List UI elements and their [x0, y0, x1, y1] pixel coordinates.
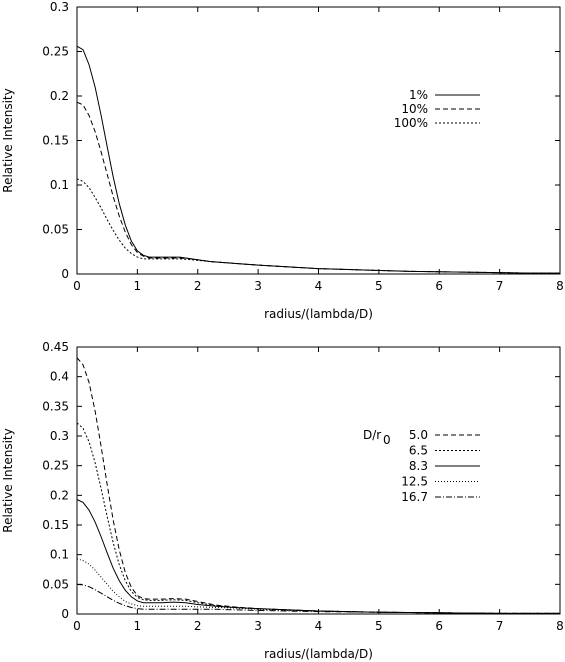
- series-line-1%: [76, 45, 560, 274]
- legend: 1%10%100%: [394, 88, 480, 130]
- x-tick-label: 1: [134, 279, 142, 293]
- y-tick-label: 0: [61, 267, 69, 281]
- series-line-8.3: [76, 499, 560, 614]
- x-tick-label: 4: [315, 619, 323, 633]
- x-tick-label: 5: [375, 279, 383, 293]
- legend-label: 5.0: [409, 428, 428, 442]
- x-tick-label: 3: [254, 619, 262, 633]
- series-line-6.5: [76, 422, 560, 614]
- x-tick-label: 3: [254, 279, 262, 293]
- y-axis-label: Relative Intensity: [1, 428, 15, 532]
- series-line-10%: [76, 101, 560, 274]
- y-axis-label: Relative Intensity: [1, 88, 15, 192]
- x-tick-label: 4: [315, 279, 323, 293]
- series-line-12.5: [76, 558, 560, 614]
- y-tick-label: 0: [61, 607, 69, 621]
- bottom-panel: 0 1 2 3 4 5 6 7 8 0 0.05 0.1 0.15 0.2 0.25 0.3 0.35 0.4 0.…: [1, 340, 564, 661]
- y-tick-label: 0.3: [50, 0, 69, 14]
- x-tick-label: 1: [134, 619, 142, 633]
- x-tick-label: 7: [496, 619, 504, 633]
- y-tick-label: 0.1: [50, 178, 69, 192]
- plot-frame: [76, 6, 561, 275]
- legend-label: 1%: [409, 88, 428, 102]
- x-tick-label: 7: [496, 279, 504, 293]
- y-tick-label: 0.15: [42, 518, 69, 532]
- legend-label: 100%: [394, 116, 428, 130]
- series-line-100%: [76, 178, 560, 274]
- y-tick-label: 0.35: [42, 399, 69, 413]
- x-tick-label: 5: [375, 619, 383, 633]
- y-tick-label: 0.3: [50, 429, 69, 443]
- x-axis-label: radius/(lambda/D): [264, 307, 373, 321]
- x-tick-label: 0: [73, 279, 81, 293]
- x-tick-label: 6: [435, 619, 443, 633]
- y-tick-label: 0.25: [42, 459, 69, 473]
- series-line-16.7: [76, 583, 560, 614]
- legend-title-subscript: 0: [383, 433, 391, 447]
- y-tick-label: 0.1: [50, 548, 69, 562]
- legend-label: 10%: [401, 102, 428, 116]
- y-tick-label: 0.25: [42, 45, 69, 59]
- y-tick-label: 0.2: [50, 488, 69, 502]
- x-axis-label: radius/(lambda/D): [264, 647, 373, 661]
- x-tick-label: 2: [194, 619, 202, 633]
- legend: D/r 0 5.0 6.58.3 12.516.7: [363, 428, 480, 504]
- x-tick-label: 8: [556, 619, 564, 633]
- legend-label: 8.3: [409, 459, 428, 473]
- legend-title: D/r: [363, 428, 381, 442]
- legend-label: 6.5: [409, 444, 428, 458]
- y-tick-label: 0.2: [50, 89, 69, 103]
- legend-label: 16.7: [401, 490, 428, 504]
- x-tick-label: 6: [435, 279, 443, 293]
- legend-label: 12.5: [401, 475, 428, 489]
- x-tick-label: 2: [194, 279, 202, 293]
- y-tick-label: 0.15: [42, 134, 69, 148]
- plot-frame: [76, 346, 561, 615]
- y-tick-label: 0.05: [42, 223, 69, 237]
- x-tick-label: 0: [73, 619, 81, 633]
- y-tick-label: 0.45: [42, 340, 69, 354]
- y-tick-label: 0.05: [42, 577, 69, 591]
- series-line-5.0: [76, 357, 560, 614]
- y-tick-label: 0.4: [50, 370, 69, 384]
- x-tick-label: 8: [556, 279, 564, 293]
- top-panel: 0 1 2 3 4 5 6 7 8 0 0.05 0.1 0.15 0.2 0.25 0.3 radius/(l…: [1, 0, 564, 321]
